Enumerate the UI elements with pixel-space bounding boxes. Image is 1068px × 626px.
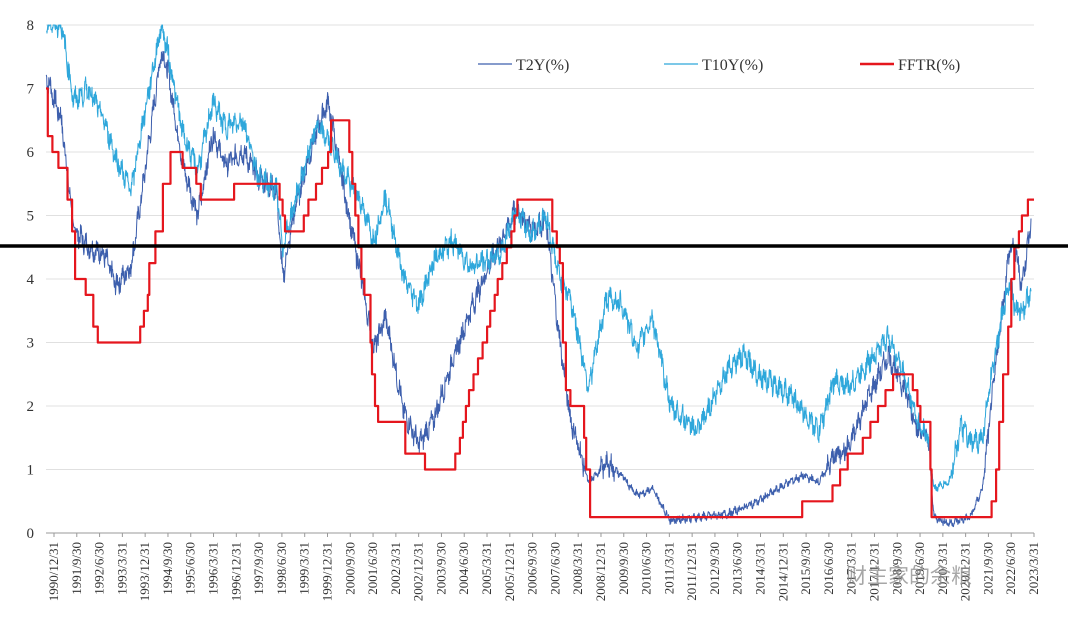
x-tick-label: 1992/6/30 (92, 542, 107, 595)
x-tick-label: 1993/12/31 (137, 542, 152, 601)
x-tick-label: 1995/6/30 (183, 542, 198, 595)
x-tick-label: 2011/12/31 (684, 542, 699, 601)
x-tick-label: 1998/6/30 (274, 542, 289, 595)
x-tick-label: 2023/3/31 (1026, 542, 1041, 595)
x-tick-label: 2002/12/31 (411, 542, 426, 601)
y-tick-label: 5 (27, 209, 35, 225)
x-tick-label: 2017/12/31 (866, 542, 881, 601)
series-lines (45, 24, 1034, 528)
y-axis: 0 1 2 3 4 5 6 7 8 (27, 18, 35, 542)
x-tick-label: 1994/9/30 (160, 542, 175, 595)
x-tick-label: 2012/9/30 (707, 542, 722, 595)
x-axis: 1990/12/31 1991/9/30 1992/6/30 1993/3/31 199… (46, 533, 1041, 601)
legend-label: FFTR(%) (898, 57, 960, 74)
x-tick-label: 1990/12/31 (46, 542, 61, 601)
x-tick-label: 2007/6/30 (547, 542, 562, 595)
y-tick-label: 8 (27, 18, 35, 34)
x-tick-label: 2016/6/30 (821, 542, 836, 595)
x-tick-label: 2002/3/31 (388, 542, 403, 595)
y-tick-label: 0 (27, 526, 35, 542)
y-tick-label: 7 (27, 82, 35, 98)
x-tick-label: 2001/6/30 (365, 542, 380, 595)
x-tick-label: 1993/3/31 (114, 542, 129, 595)
x-tick-label: 2005/3/31 (479, 542, 494, 595)
x-tick-label: 2020/3/31 (935, 542, 950, 595)
gridlines (46, 24, 1034, 534)
x-tick-label: 2013/6/30 (730, 542, 745, 595)
x-tick-label: 2003/9/30 (433, 542, 448, 595)
t2y-line (45, 50, 1032, 528)
y-tick-label: 3 (27, 336, 35, 352)
watermark-text: 财主家的余粮 (846, 564, 972, 588)
x-tick-label: 1997/9/30 (251, 542, 266, 595)
x-tick-label: 2011/3/31 (661, 542, 676, 594)
x-tick-label: 2022/6/30 (1003, 542, 1018, 595)
x-tick-label: 2019/6/30 (912, 542, 927, 595)
x-tick-label: 2004/6/30 (456, 542, 471, 595)
y-tick-label: 2 (27, 399, 35, 415)
x-tick-label: 2009/9/30 (616, 542, 631, 595)
x-tick-label: 1991/9/30 (69, 542, 84, 595)
x-tick-label: 2006/9/30 (525, 542, 540, 595)
fftr-line (46, 87, 1034, 519)
legend-label: T10Y(%) (702, 57, 763, 74)
y-tick-label: 6 (27, 145, 35, 161)
x-tick-label: 2021/9/30 (980, 542, 995, 595)
x-tick-label: 1999/12/31 (319, 542, 334, 601)
y-tick-label: 1 (27, 463, 35, 479)
x-tick-label: 2000/9/30 (342, 542, 357, 595)
x-tick-label: 2020/12/31 (958, 542, 973, 601)
x-tick-label: 1999/3/31 (297, 542, 312, 595)
x-tick-label: 2010/6/30 (639, 542, 654, 595)
y-tick-label: 4 (27, 272, 35, 288)
legend-label: T2Y(%) (516, 57, 569, 74)
x-tick-label: 2008/12/31 (593, 542, 608, 601)
x-tick-label: 2015/9/30 (798, 542, 813, 595)
x-tick-label: 2014/12/31 (775, 542, 790, 601)
x-tick-label: 2005/12/31 (502, 542, 517, 601)
x-tick-label: 1996/3/31 (206, 542, 221, 595)
x-tick-label: 1996/12/31 (228, 542, 243, 601)
t10y-line (46, 24, 1032, 492)
x-tick-label: 2018/9/30 (889, 542, 904, 595)
x-tick-label: 2014/3/31 (753, 542, 768, 595)
x-tick-label: 2008/3/31 (570, 542, 585, 595)
x-tick-label: 2017/3/31 (844, 542, 859, 595)
legend: T2Y(%) T10Y(%) FFTR(%) (478, 57, 960, 74)
